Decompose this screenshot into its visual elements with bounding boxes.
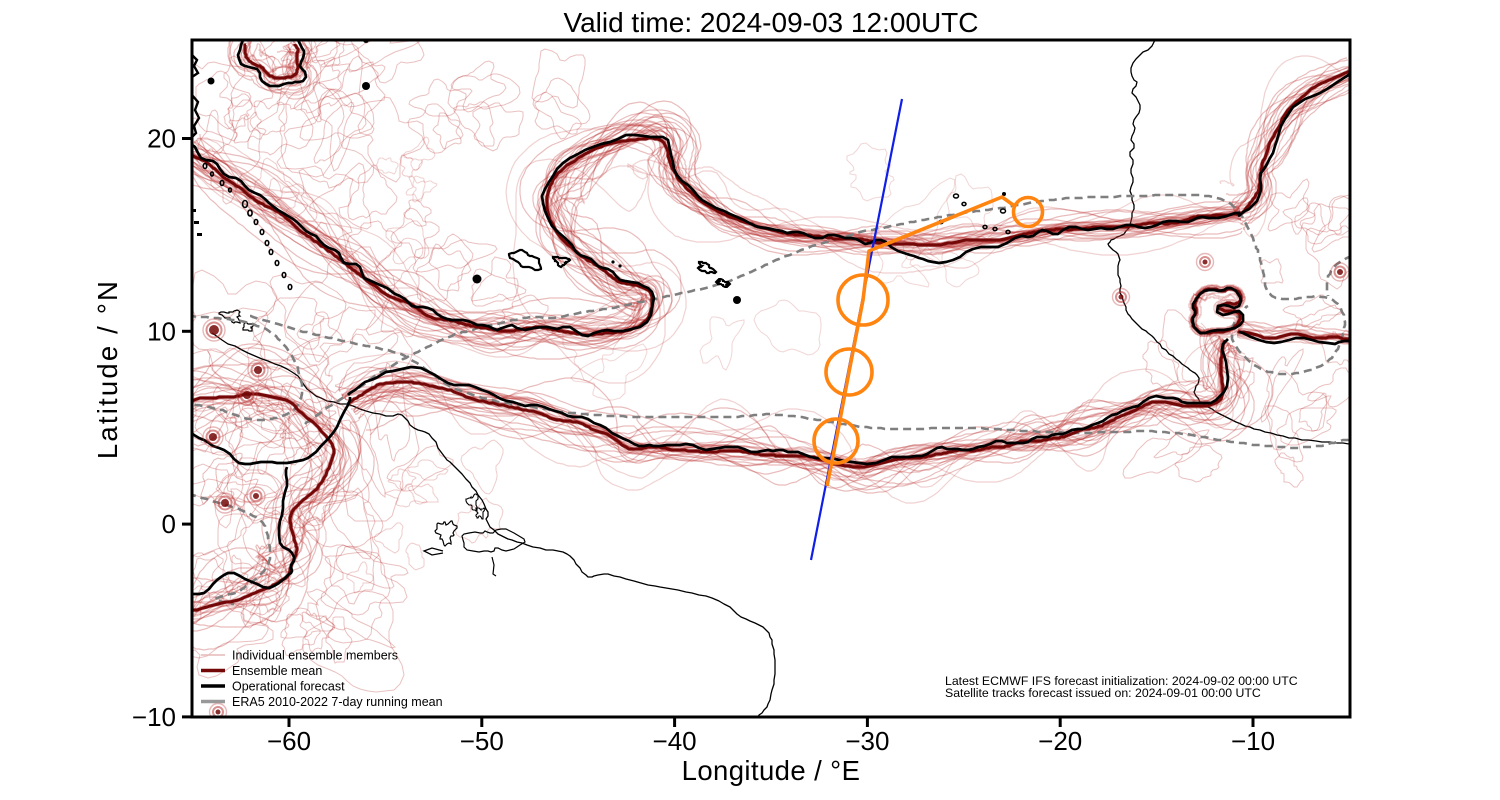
svg-text:10: 10 (147, 316, 176, 346)
svg-text:−40: −40 (653, 726, 697, 756)
svg-text:20: 20 (147, 124, 176, 154)
svg-text:Latitude / °N: Latitude / °N (92, 279, 123, 459)
svg-text:0: 0 (162, 509, 176, 539)
svg-text:Valid time: 2024-09-03 12:00UT: Valid time: 2024-09-03 12:00UTC (563, 7, 978, 38)
svg-text:Longitude / °E: Longitude / °E (682, 755, 861, 786)
svg-text:Individual ensemble members: Individual ensemble members (232, 649, 398, 663)
svg-text:Satellite tracks forecast issu: Satellite tracks forecast issued on: 202… (945, 686, 1261, 700)
svg-text:Ensemble mean: Ensemble mean (232, 664, 322, 678)
svg-text:Operational forecast: Operational forecast (232, 680, 345, 694)
svg-text:ERA5 2010-2022 7-day running m: ERA5 2010-2022 7-day running mean (232, 695, 443, 709)
svg-text:−10: −10 (132, 702, 176, 732)
svg-text:−60: −60 (267, 726, 311, 756)
svg-text:−30: −30 (845, 726, 889, 756)
svg-text:Latest ECMWF IFS forecast init: Latest ECMWF IFS forecast initialization… (945, 674, 1298, 688)
svg-text:−20: −20 (1038, 726, 1082, 756)
svg-text:−10: −10 (1231, 726, 1275, 756)
svg-text:−50: −50 (460, 726, 504, 756)
